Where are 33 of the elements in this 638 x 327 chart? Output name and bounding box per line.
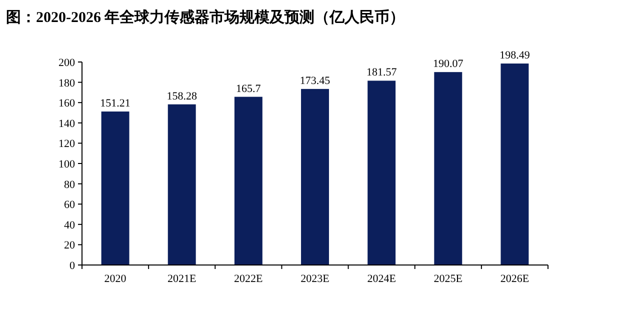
data-label: 190.07 — [433, 58, 464, 70]
bar — [368, 80, 396, 265]
y-tick-label: 20 — [64, 240, 76, 252]
x-tick-label: 2022E — [234, 273, 264, 285]
bar — [500, 64, 529, 265]
y-tick-label: 80 — [64, 178, 76, 191]
data-label: 165.7 — [236, 82, 262, 95]
x-tick-label: 2023E — [300, 273, 330, 285]
y-tick-label: 200 — [58, 57, 76, 69]
bar — [101, 112, 130, 265]
y-tick-label: 140 — [58, 118, 76, 130]
x-tick-label: 2024E — [367, 273, 396, 285]
data-label: 173.45 — [300, 74, 331, 87]
x-tick-label: 2021E — [167, 273, 196, 285]
chart-title: 图：2020-2026 年全球力传感器市场规模及预测（亿人民币） — [6, 8, 405, 26]
data-label: 151.21 — [100, 98, 130, 110]
bar — [434, 72, 462, 265]
y-tick-label: 100 — [58, 158, 76, 170]
bar — [301, 88, 329, 265]
y-tick-label: 120 — [58, 138, 76, 150]
y-tick-label: 160 — [58, 98, 76, 110]
data-label: 181.57 — [366, 66, 398, 79]
x-tick-label: 2026E — [500, 273, 530, 285]
bar — [234, 96, 262, 265]
x-tick-label: 2020 — [104, 273, 127, 285]
bar — [168, 104, 196, 265]
y-tick-label: 40 — [64, 219, 76, 232]
y-tick-label: 60 — [64, 199, 76, 212]
x-tick-label: 2025E — [434, 273, 463, 285]
y-tick-label: 180 — [58, 77, 76, 90]
y-tick-label: 0 — [70, 260, 76, 272]
data-label: 198.49 — [500, 50, 530, 62]
data-label: 158.28 — [166, 90, 198, 102]
